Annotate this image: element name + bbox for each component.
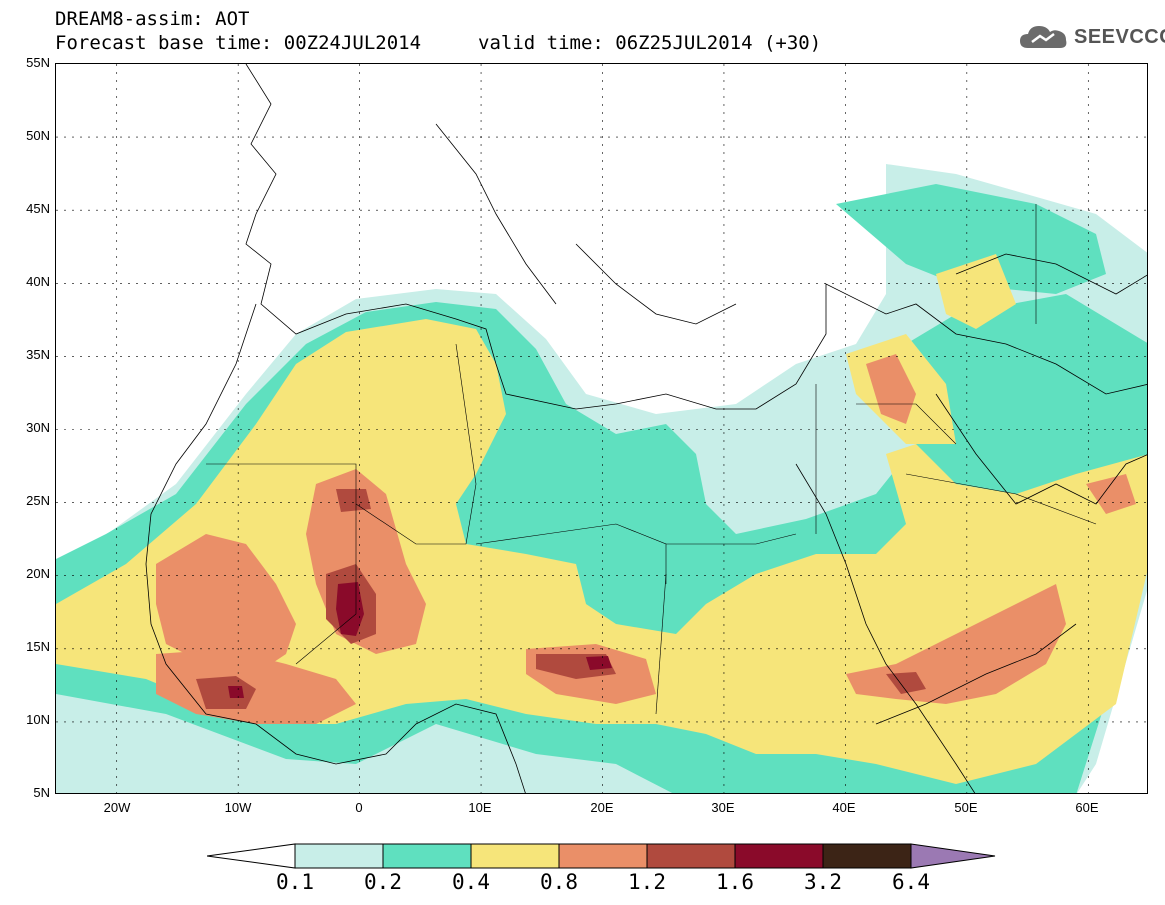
- colorbar-segment: [646, 843, 736, 869]
- aot-field-1.6-3.2: [228, 582, 612, 698]
- logo-text: SEEVCCC: [1074, 25, 1165, 48]
- lat-label: 15N: [26, 639, 50, 654]
- lat-label: 35N: [26, 347, 50, 362]
- lat-label: 30N: [26, 420, 50, 435]
- lon-label: 20E: [590, 800, 614, 815]
- lon-label: 40E: [832, 800, 856, 815]
- colorbar-label: 1.6: [716, 870, 754, 894]
- aot-map: [56, 64, 1147, 793]
- colorbar-segment: [294, 843, 384, 869]
- colorbar-label: 3.2: [804, 870, 842, 894]
- seevccc-logo: SEEVCCC: [1018, 22, 1165, 52]
- cloud-icon: [1020, 26, 1067, 48]
- lon-label: 30E: [711, 800, 735, 815]
- lon-label: 60E: [1075, 800, 1099, 815]
- lon-label: 10W: [224, 800, 252, 815]
- lon-label: 10E: [468, 800, 492, 815]
- lon-label: 50E: [954, 800, 978, 815]
- colorbar-high-arrow: [910, 843, 996, 869]
- aot-colorbar: [206, 842, 997, 874]
- graticule: [56, 64, 1147, 793]
- colorbar-label: 0.2: [364, 870, 402, 894]
- colorbar-label: 6.4: [892, 870, 930, 894]
- colorbar-label: 0.4: [452, 870, 490, 894]
- lat-label: 20N: [26, 566, 50, 581]
- colorbar-label: 0.1: [276, 870, 314, 894]
- lat-label: 10N: [26, 712, 50, 727]
- country-borders: [206, 204, 1097, 715]
- colorbar-segment: [734, 843, 824, 869]
- colorbar-segment: [470, 843, 560, 869]
- colorbar-label: 0.8: [540, 870, 578, 894]
- colorbar-segment: [822, 843, 912, 869]
- lon-label: 0: [355, 800, 363, 815]
- lat-label: 25N: [26, 493, 50, 508]
- map-title: DREAM8-assim: AOT: [55, 8, 250, 30]
- lat-label: 55N: [26, 55, 50, 70]
- lat-label: 45N: [26, 201, 50, 216]
- map-panel: [55, 63, 1148, 794]
- forecast-base-time: Forecast base time: 00Z24JUL2014: [55, 32, 422, 54]
- lat-label: 40N: [26, 274, 50, 289]
- colorbar-label: 1.2: [628, 870, 666, 894]
- valid-time: valid time: 06Z25JUL2014 (+30): [478, 32, 822, 54]
- coastlines: [145, 64, 1147, 793]
- lat-label: 5N: [33, 785, 50, 800]
- colorbar-segment: [558, 843, 648, 869]
- lon-label: 20W: [103, 800, 131, 815]
- colorbar-segment: [382, 843, 472, 869]
- lat-label: 50N: [26, 128, 50, 143]
- colorbar-low-arrow: [206, 843, 296, 869]
